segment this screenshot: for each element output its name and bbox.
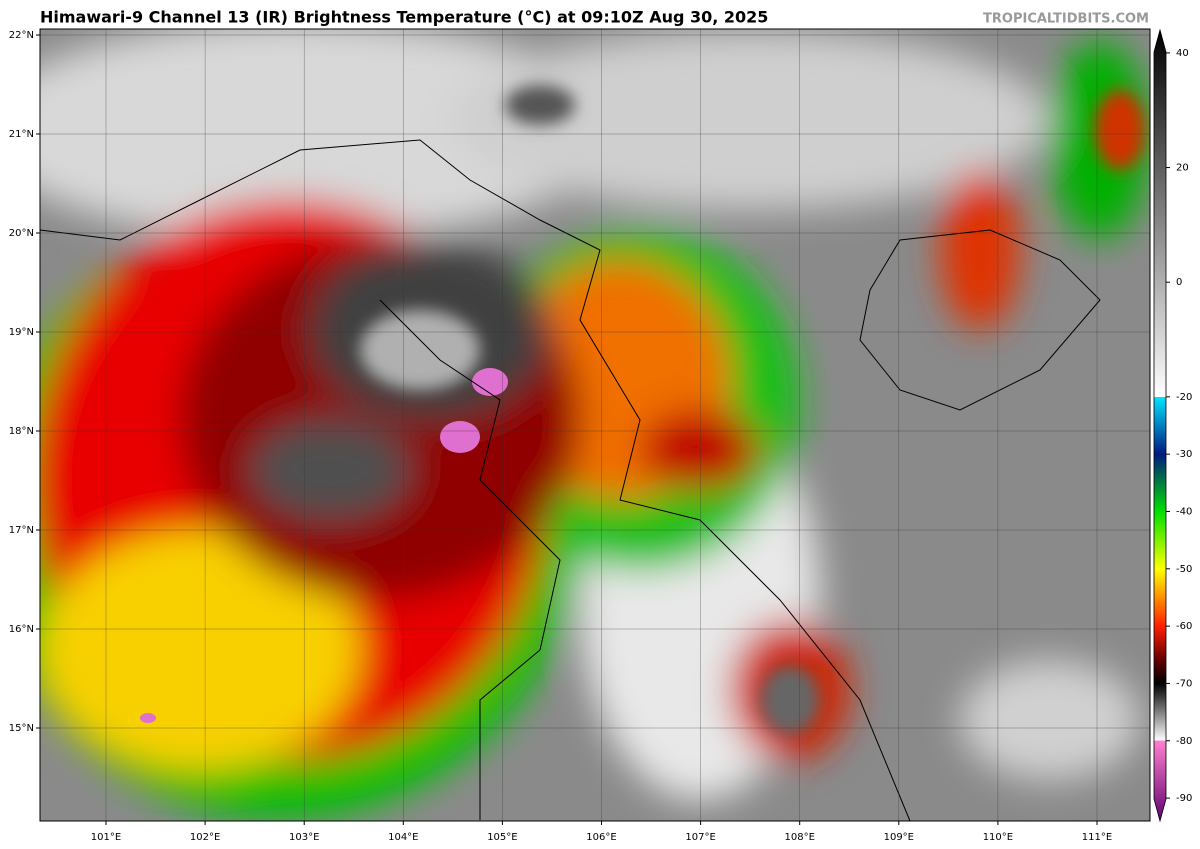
latitude-label: 19°N bbox=[9, 327, 34, 338]
latitude-label: 16°N bbox=[9, 624, 34, 635]
colorbar bbox=[1153, 28, 1167, 823]
longitude-label: 106°E bbox=[586, 832, 616, 843]
longitude-label: 111°E bbox=[1082, 832, 1112, 843]
latitude-label: 20°N bbox=[9, 228, 34, 239]
latitude-label: 17°N bbox=[9, 525, 34, 536]
latitude-label: 21°N bbox=[9, 129, 34, 140]
colorbar-tick-label: -30 bbox=[1176, 449, 1192, 460]
longitude-label: 108°E bbox=[784, 832, 814, 843]
colorbar-tick-label: -70 bbox=[1176, 678, 1192, 689]
colorbar-tick-label: -60 bbox=[1176, 621, 1192, 632]
longitude-label: 101°E bbox=[91, 832, 121, 843]
colorbar-tick-label: -20 bbox=[1176, 392, 1192, 403]
longitude-label: 105°E bbox=[487, 832, 517, 843]
colorbar-tick-label: -90 bbox=[1176, 793, 1192, 804]
watermark: TROPICALTIDBITS.COM bbox=[983, 12, 1149, 27]
map-frame bbox=[39, 28, 1151, 822]
graticule bbox=[36, 29, 1150, 825]
colorbar-tick-label: 40 bbox=[1176, 48, 1189, 59]
colorbar-tick-label: 0 bbox=[1176, 277, 1182, 288]
longitude-label: 103°E bbox=[289, 832, 319, 843]
satellite-image bbox=[40, 29, 1150, 821]
latitude-label: 15°N bbox=[9, 723, 34, 734]
longitude-label: 109°E bbox=[884, 832, 914, 843]
longitude-label: 107°E bbox=[685, 832, 715, 843]
longitude-label: 104°E bbox=[388, 832, 418, 843]
colorbar-tick-label: -40 bbox=[1176, 506, 1192, 517]
colorbar-tick-label: 20 bbox=[1176, 163, 1189, 174]
longitude-label: 102°E bbox=[190, 832, 220, 843]
latitude-label: 18°N bbox=[9, 426, 34, 437]
latitude-label: 22°N bbox=[9, 30, 34, 41]
title: Himawari-9 Channel 13 (IR) Brightness Te… bbox=[40, 8, 768, 27]
colorbar-tick-label: -80 bbox=[1176, 736, 1192, 747]
longitude-label: 110°E bbox=[983, 832, 1013, 843]
colorbar-tick-label: -50 bbox=[1176, 564, 1192, 575]
